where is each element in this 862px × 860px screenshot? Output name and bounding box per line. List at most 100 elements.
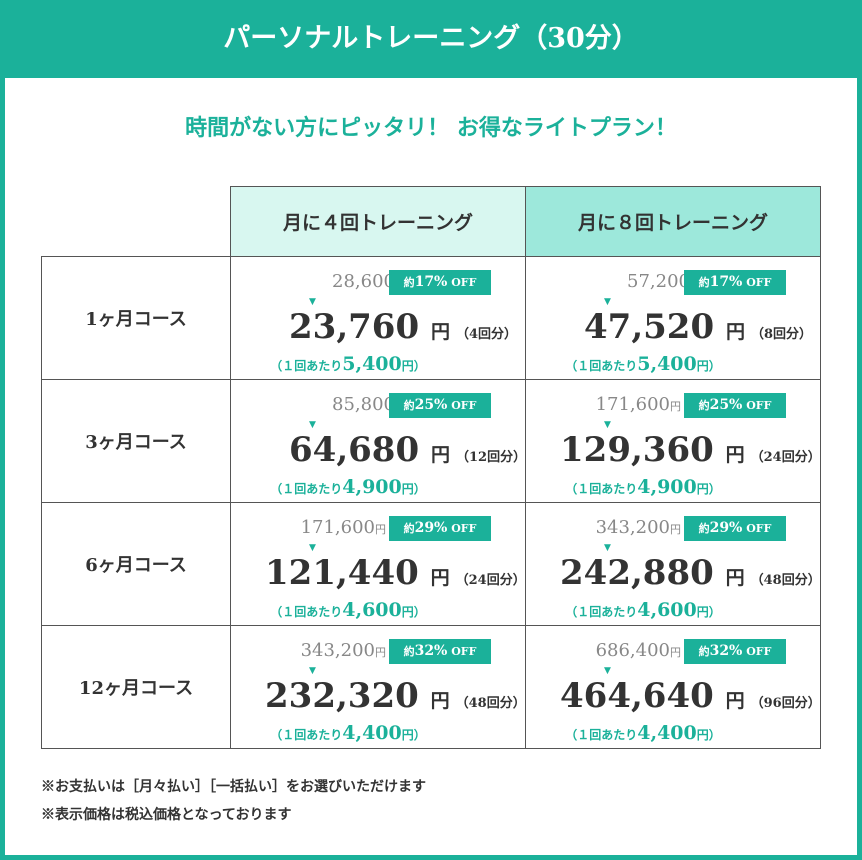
yen-unit: 円	[430, 690, 450, 712]
discount-badge: 約17% OFF	[684, 270, 786, 295]
discount-value: 29%	[414, 520, 448, 536]
session-count: （24回分）	[750, 450, 821, 465]
badge-prefix: 約	[403, 522, 415, 535]
session-count: （24回分）	[455, 573, 526, 588]
original-price-value: 686,400	[595, 640, 670, 661]
original-price-value: 171,600	[595, 394, 670, 415]
price-value: 64,680	[289, 430, 420, 470]
discount-value: 17%	[414, 274, 448, 290]
down-arrow-icon: ▼	[604, 420, 611, 430]
per-suffix: 円）	[401, 359, 426, 373]
per-suffix: 円）	[696, 482, 721, 496]
badge-prefix: 約	[403, 276, 415, 289]
discounted-price: 242,880 円 （48回分）	[560, 553, 821, 593]
price-value: 129,360	[560, 430, 714, 470]
column-header-4-times: 月に４回トレーニング	[230, 186, 526, 257]
original-price: 343,200円	[536, 517, 681, 538]
note-payment: ※お支払いは［月々払い］［一括払い］をお選びいただけます	[41, 779, 426, 795]
down-arrow-icon: ▼	[604, 297, 611, 307]
discount-value: 29%	[709, 520, 743, 536]
discount-badge: 約25% OFF	[389, 393, 491, 418]
badge-prefix: 約	[698, 399, 710, 412]
down-arrow-icon: ▼	[309, 543, 316, 553]
discount-badge: 約25% OFF	[684, 393, 786, 418]
original-price: 57,200円	[556, 271, 701, 292]
session-count: （48回分）	[750, 573, 821, 588]
original-price-value: 57,200	[627, 271, 690, 292]
yen-unit: 円	[670, 646, 681, 659]
per-session-price: （１回あたり4,400円）	[526, 722, 820, 744]
per-session-price: （１回あたり5,400円）	[526, 353, 820, 375]
column-header-8-times: 月に８回トレーニング	[525, 186, 821, 257]
subtitle: 時間がない方にピッタリ！ お得なライトプラン！	[185, 115, 677, 141]
session-count: （48回分）	[455, 696, 526, 711]
per-suffix: 円）	[696, 605, 721, 619]
course-label: 1ヶ月コース	[41, 256, 231, 380]
discount-badge: 約29% OFF	[389, 516, 491, 541]
price-value: 242,880	[560, 553, 714, 593]
yen-unit: 円	[430, 321, 450, 343]
per-value: 4,400	[637, 722, 697, 744]
discount-value: 17%	[709, 274, 743, 290]
price-cell: 343,200円 約32% OFF ▼ 232,320 円（48回分） （１回あ…	[230, 625, 526, 749]
session-count: （12回分）	[455, 450, 527, 465]
discount-badge: 約32% OFF	[389, 639, 491, 664]
yen-unit: 円	[670, 400, 681, 413]
discounted-price: 121,440 円 （24回分）	[265, 553, 526, 593]
badge-prefix: 約	[698, 522, 710, 535]
page-title: パーソナルトレーニング（30分）	[0, 0, 862, 78]
per-session-price: （１回あたり4,600円）	[231, 599, 525, 621]
price-cell: 171,600円 約29% OFF ▼ 121,440 円（24回分） （１回あ…	[230, 502, 526, 626]
session-count: （4回分）	[455, 327, 518, 342]
discounted-price: 232,320 円 （48回分）	[265, 676, 526, 716]
yen-unit: 円	[725, 567, 745, 589]
notes: ※お支払いは［月々払い］［一括払い］をお選びいただけます ※表示価格は税込価格と…	[41, 773, 426, 829]
discounted-price: 47,520 円 （8回分）	[584, 307, 812, 347]
session-count: （96回分）	[750, 696, 821, 711]
badge-suffix: OFF	[447, 645, 477, 658]
table-row: 1ヶ月コース 28,600円 約17% OFF ▼ 23,760 円 （4回分） …	[41, 256, 821, 380]
discounted-price: 129,360 円 （24回分）	[560, 430, 821, 470]
price-cell: 57,200円 約17% OFF ▼ 47,520 円（8回分） （１回あたり5…	[525, 256, 821, 380]
yen-unit: 円	[725, 444, 745, 466]
yen-unit: 円	[670, 523, 681, 536]
price-cell: 343,200円 約29% OFF ▼ 242,880 円（48回分） （１回あ…	[525, 502, 821, 626]
session-count: （8回分）	[750, 327, 813, 342]
per-prefix: （１回あたり	[565, 482, 638, 496]
per-suffix: 円）	[696, 728, 721, 742]
badge-suffix: OFF	[742, 645, 772, 658]
per-prefix: （１回あたり	[565, 359, 638, 373]
per-value: 4,400	[342, 722, 402, 744]
badge-suffix: OFF	[447, 276, 477, 289]
yen-unit: 円	[375, 523, 386, 536]
per-prefix: （１回あたり	[565, 605, 638, 619]
price-value: 121,440	[265, 553, 419, 593]
discounted-price: 23,760 円 （4回分）	[289, 307, 517, 347]
yen-unit: 円	[375, 646, 386, 659]
badge-suffix: OFF	[447, 522, 477, 535]
price-value: 23,760	[289, 307, 420, 347]
per-prefix: （１回あたり	[270, 728, 343, 742]
per-value: 4,900	[342, 476, 402, 498]
badge-prefix: 約	[698, 276, 710, 289]
per-value: 4,600	[342, 599, 402, 621]
price-value: 464,640	[560, 676, 714, 716]
header-row: 月に４回トレーニング 月に８回トレーニング	[41, 186, 821, 257]
badge-prefix: 約	[403, 399, 415, 412]
badge-suffix: OFF	[742, 522, 772, 535]
original-price: 171,600円	[536, 394, 681, 415]
price-value: 232,320	[265, 676, 419, 716]
yen-unit: 円	[725, 690, 745, 712]
per-suffix: 円）	[401, 728, 426, 742]
down-arrow-icon: ▼	[309, 666, 316, 676]
original-price-value: 28,600	[332, 271, 395, 292]
price-cell: 171,600円 約25% OFF ▼ 129,360 円（24回分） （１回あ…	[525, 379, 821, 503]
discount-value: 32%	[414, 643, 448, 659]
down-arrow-icon: ▼	[309, 420, 316, 430]
yen-unit: 円	[430, 444, 450, 466]
course-label: 12ヶ月コース	[41, 625, 231, 749]
course-label: 6ヶ月コース	[41, 502, 231, 626]
discount-badge: 約29% OFF	[684, 516, 786, 541]
badge-suffix: OFF	[447, 399, 477, 412]
per-value: 5,400	[342, 353, 402, 375]
